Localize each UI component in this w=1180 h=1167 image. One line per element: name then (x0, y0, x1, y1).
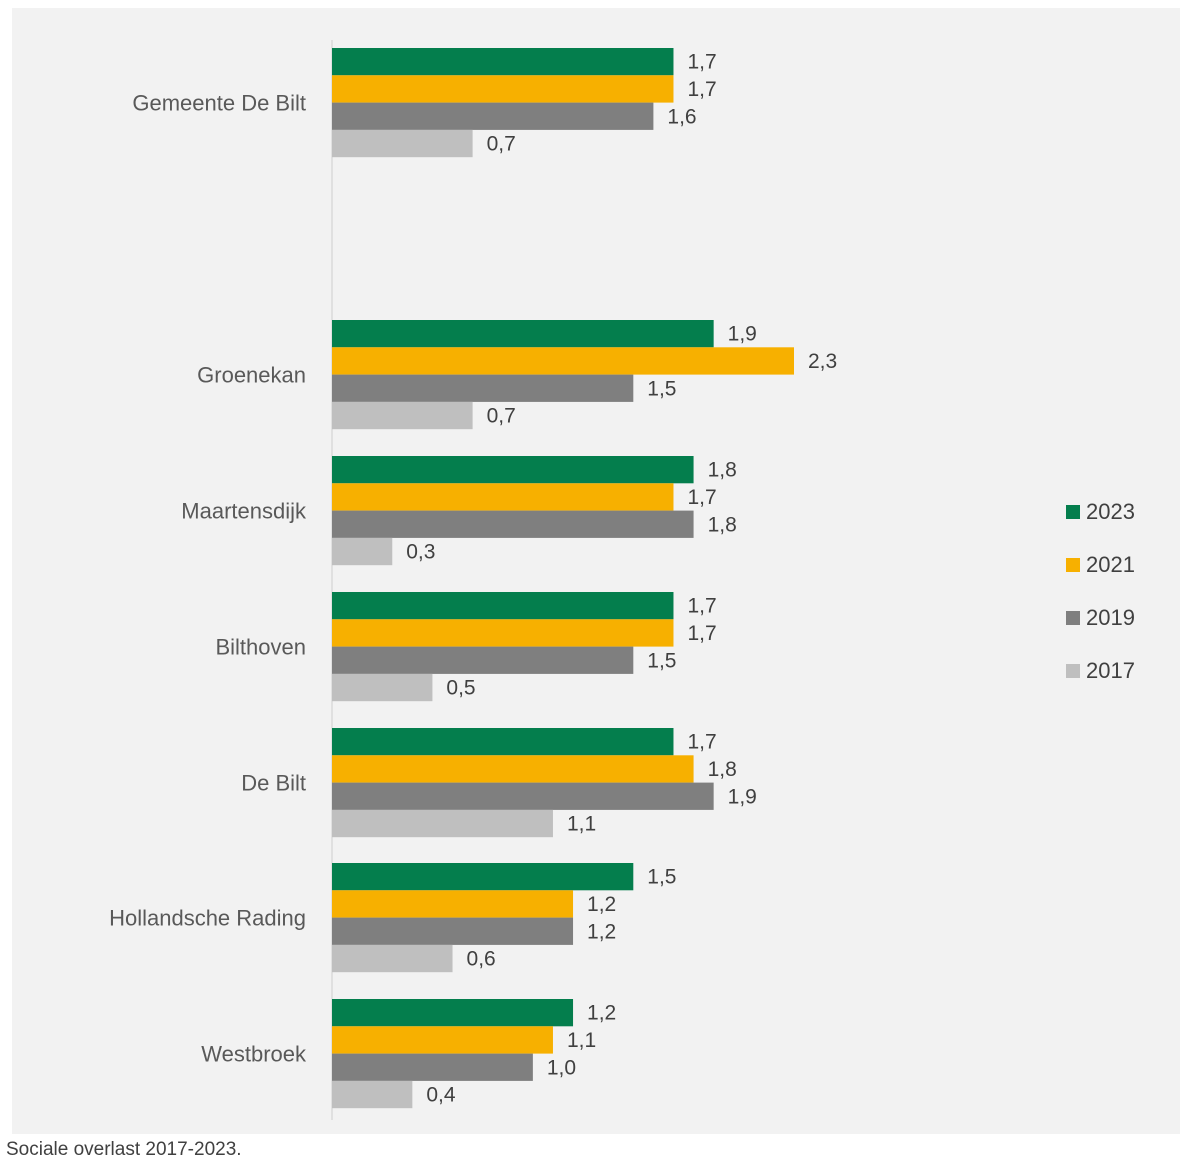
category-label: Hollandsche Rading (109, 906, 306, 931)
bar-2017 (332, 944, 453, 973)
data-label: 1,2 (587, 920, 616, 943)
category-label: Maartensdijk (181, 499, 307, 524)
bar-2017 (332, 129, 473, 158)
data-label: 1,5 (647, 649, 676, 672)
bar-2017 (332, 673, 433, 702)
data-label: 1,8 (708, 459, 737, 482)
bar-chart: Gemeente De Bilt 1,7 1,7 1,6 0,7 Groenekan 1,9… (109, 40, 1135, 1120)
bar-2023 (332, 48, 674, 76)
bar-2023 (332, 999, 574, 1027)
data-label: 1,1 (567, 1029, 596, 1052)
bar-2019 (332, 1053, 533, 1081)
bar-2019 (332, 917, 574, 945)
data-label: 0,7 (487, 133, 516, 156)
bar-2023 (332, 592, 674, 620)
category-label: Bilthoven (215, 635, 306, 660)
legend-swatch-2017 (1066, 664, 1080, 678)
category-label: Westbroek (201, 1042, 307, 1067)
legend-label: 2017 (1086, 658, 1135, 683)
data-label: 0,4 (426, 1084, 456, 1107)
legend-swatch-2023 (1066, 505, 1080, 519)
data-label: 1,7 (687, 51, 716, 74)
data-label: 0,5 (446, 677, 475, 700)
legend-swatch-2019 (1066, 611, 1080, 625)
bar-2021 (332, 619, 674, 647)
bar-2021 (332, 483, 674, 511)
data-label: 1,7 (687, 486, 716, 509)
bar-2021 (332, 890, 574, 918)
legend-label: 2019 (1086, 605, 1135, 630)
data-label: 1,9 (728, 323, 757, 346)
bar-2017 (332, 537, 393, 566)
data-label: 2,3 (808, 350, 837, 373)
legend-swatch-2021 (1066, 558, 1080, 572)
bar-2017 (332, 401, 473, 430)
data-label: 1,7 (687, 595, 716, 618)
bar-2017 (332, 809, 553, 838)
data-label: 0,6 (467, 948, 496, 971)
data-label: 1,7 (687, 731, 716, 754)
data-label: 1,9 (728, 785, 757, 808)
bar-2021 (332, 755, 694, 783)
bar-2017 (332, 1080, 413, 1109)
category-label: Gemeente De Bilt (132, 91, 306, 116)
data-label: 1,2 (587, 1002, 616, 1025)
bar-2021 (332, 347, 794, 375)
data-label: 1,6 (667, 105, 696, 128)
data-label: 1,8 (708, 513, 737, 536)
legend-label: 2023 (1086, 499, 1135, 524)
data-label: 1,7 (687, 622, 716, 645)
chart-panel: Gemeente De Bilt 1,7 1,7 1,6 0,7 Groenekan 1,9… (12, 8, 1180, 1134)
bar-2019 (332, 646, 634, 674)
bar-2021 (332, 1026, 553, 1054)
bar-2023 (332, 863, 634, 891)
bar-2023 (332, 728, 674, 756)
data-label: 0,7 (487, 405, 516, 428)
bar-2021 (332, 75, 674, 103)
legend-label: 2021 (1086, 552, 1135, 577)
chart-caption: Sociale overlast 2017-2023. (6, 1139, 242, 1160)
bar-2019 (332, 374, 634, 402)
category-label: Groenekan (197, 363, 306, 388)
data-label: 1,5 (647, 866, 676, 889)
category-label: De Bilt (241, 771, 306, 796)
bar-2019 (332, 102, 654, 130)
bar-2019 (332, 510, 694, 538)
data-label: 1,1 (567, 813, 596, 836)
bar-2019 (332, 782, 714, 810)
bar-2023 (332, 320, 714, 348)
data-label: 0,3 (406, 541, 435, 564)
bar-2023 (332, 456, 694, 484)
data-label: 1,7 (687, 78, 716, 101)
data-label: 1,2 (587, 893, 616, 916)
data-label: 1,8 (708, 758, 737, 781)
data-label: 1,5 (647, 377, 676, 400)
data-label: 1,0 (547, 1056, 576, 1079)
